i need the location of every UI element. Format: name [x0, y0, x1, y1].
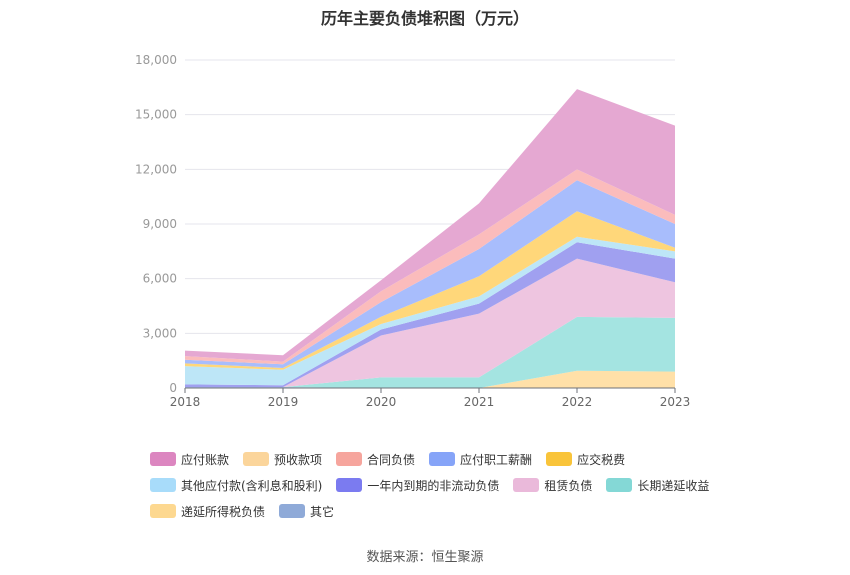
x-tick-label: 2022 [562, 395, 593, 409]
area-series-租赁负债 [185, 258, 675, 388]
y-tick-label: 9,000 [143, 217, 177, 231]
legend-label: 其他应付款(含利息和股利) [181, 478, 323, 493]
x-tick-label: 2020 [366, 395, 397, 409]
legend-row: 其他应付款(含利息和股利) 一年内到期的非流动负债 租赁负债 长期递延收益 [150, 472, 750, 498]
legend-item-current-noncurrent-liabilities[interactable]: 一年内到期的非流动负债 [336, 477, 499, 494]
y-tick-label: 3,000 [143, 326, 177, 340]
legend-label: 应付职工薪酬 [460, 452, 533, 467]
legend-swatch [150, 504, 176, 518]
legend-label: 一年内到期的非流动负债 [367, 478, 500, 493]
legend-item-employee-payable[interactable]: 应付职工薪酬 [429, 451, 532, 468]
legend-item-deferred-income[interactable]: 长期递延收益 [606, 477, 709, 494]
data-source: 数据来源：恒生聚源 [366, 550, 484, 565]
area-series-合同负债 [185, 169, 675, 365]
legend-label: 递延所得税负债 [181, 504, 266, 519]
legend-item-taxes-payable[interactable]: 应交税费 [546, 451, 625, 468]
area-series-应交税费 [185, 211, 675, 370]
area-series-长期递延收益 [185, 316, 675, 388]
legend-swatch [513, 478, 540, 492]
y-tick-label: 18,000 [135, 53, 177, 67]
area-series-应付职工薪酬 [185, 180, 675, 368]
legend-item-other-payables[interactable]: 其他应付款(含利息和股利) [150, 477, 322, 494]
y-tick-label: 15,000 [135, 108, 177, 122]
legend-item-deferred-tax-liabilities[interactable]: 递延所得税负债 [150, 503, 265, 520]
legend-label: 长期递延收益 [637, 478, 710, 493]
y-tick-label: 12,000 [135, 162, 177, 176]
legend-label: 其它 [310, 504, 335, 519]
legend: 应付账款 预收款项 合同负债 应付职工薪酬 应交税费 其他应付款(含利息和股利)… [150, 446, 750, 524]
legend-swatch [546, 452, 573, 466]
legend-label: 应交税费 [577, 452, 626, 467]
legend-label: 租赁负债 [544, 478, 593, 493]
area-series-一年内到期的非流动负债 [185, 242, 675, 388]
legend-item-other[interactable]: 其它 [279, 503, 334, 520]
legend-label: 合同负债 [367, 452, 416, 467]
area-series-递延所得税负债 [185, 370, 675, 388]
x-axis: 2018 2019 2020 2021 2022 2023 [170, 387, 691, 409]
legend-swatch [243, 452, 270, 466]
chart-title: 历年主要负债堆积图（万元） [320, 9, 529, 28]
legend-row: 递延所得税负债 其它 [150, 498, 750, 524]
legend-row: 应付账款 预收款项 合同负债 应付职工薪酬 应交税费 [150, 446, 750, 472]
x-tick-label: 2021 [464, 395, 495, 409]
legend-label: 预收款项 [274, 452, 323, 467]
area-series-应付账款 [185, 89, 675, 362]
legend-item-contract-liabilities[interactable]: 合同负债 [336, 451, 415, 468]
legend-swatch [336, 452, 363, 466]
y-tick-label: 0 [169, 381, 177, 395]
legend-swatch [150, 478, 176, 492]
legend-item-accounts-payable[interactable]: 应付账款 [150, 451, 229, 468]
legend-item-advance-receipts[interactable]: 预收款项 [243, 451, 322, 468]
legend-swatch [429, 452, 456, 466]
x-tick-label: 2023 [660, 395, 691, 409]
legend-swatch [606, 478, 633, 492]
x-tick-label: 2019 [268, 395, 299, 409]
legend-item-lease-liabilities[interactable]: 租赁负债 [513, 477, 592, 494]
area-series-其他应付款(含利息和股利) [185, 236, 675, 386]
legend-swatch [150, 452, 176, 466]
legend-swatch [279, 504, 306, 518]
area-series [185, 89, 675, 388]
y-tick-label: 6,000 [143, 272, 177, 286]
legend-label: 应付账款 [181, 452, 230, 467]
x-tick-label: 2018 [170, 395, 201, 409]
legend-swatch [336, 478, 363, 492]
y-axis-ticks: 0 3,000 6,000 9,000 12,000 15,000 18,000 [135, 53, 177, 395]
